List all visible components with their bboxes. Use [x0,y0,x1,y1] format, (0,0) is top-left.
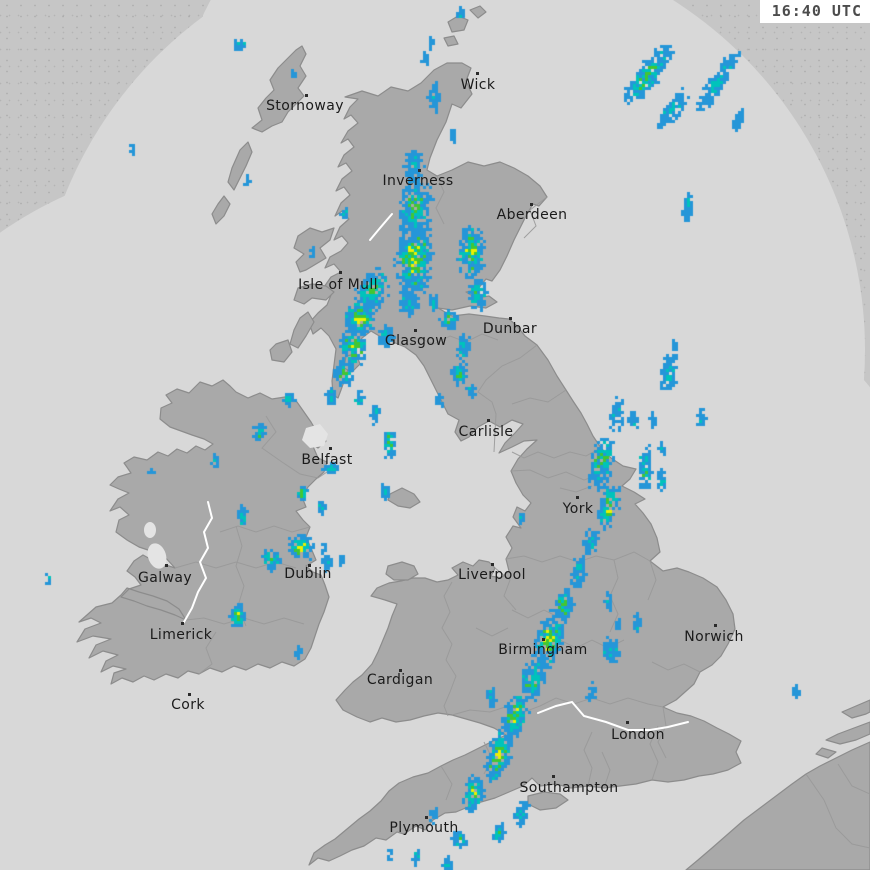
city-marker-stornoway [305,94,308,97]
city-label-inverness: Inverness [382,173,454,189]
city-marker-carlisle [487,419,490,422]
city-marker-cork [188,693,191,696]
city-label-carlisle: Carlisle [458,424,514,440]
city-marker-liverpool [491,563,494,566]
city-marker-birmingham [542,638,545,641]
city-label-cork: Cork [171,697,205,713]
city-label-isle-of-mull: Isle of Mull [298,277,378,293]
city-label-birmingham: Birmingham [498,642,588,658]
city-marker-limerick [181,622,184,625]
city-label-aberdeen: Aberdeen [496,207,568,223]
city-label-southampton: Southampton [519,780,619,796]
city-marker-cardigan [399,669,402,672]
city-label-liverpool: Liverpool [458,567,526,583]
city-label-glasgow: Glasgow [384,333,448,349]
city-marker-southampton [552,775,555,778]
city-marker-wick [476,72,479,75]
city-marker-aberdeen [530,203,533,206]
city-label-limerick: Limerick [149,627,213,643]
city-marker-glasgow [414,329,417,332]
city-label-stornoway: Stornoway [266,98,344,114]
city-label-norwich: Norwich [684,629,744,645]
timestamp: 16:40 UTC [759,0,870,23]
city-marker-dublin [308,564,311,567]
city-label-london: London [611,727,665,743]
city-marker-london [626,721,629,724]
city-label-cardigan: Cardigan [366,672,434,688]
city-label-dublin: Dublin [284,566,332,582]
city-marker-plymouth [425,816,428,819]
city-label-belfast: Belfast [301,452,353,468]
city-marker-galway [165,564,168,567]
city-marker-dunbar [509,317,512,320]
city-marker-norwich [714,624,717,627]
city-label-galway: Galway [137,570,193,586]
city-label-dunbar: Dunbar [482,321,538,337]
city-marker-belfast [329,447,332,450]
city-label-plymouth: Plymouth [389,820,459,836]
city-marker-york [576,496,579,499]
city-label-york: York [562,501,594,517]
city-marker-isle-of-mull [339,271,342,274]
city-label-wick: Wick [460,77,496,93]
city-marker-inverness [418,169,421,172]
